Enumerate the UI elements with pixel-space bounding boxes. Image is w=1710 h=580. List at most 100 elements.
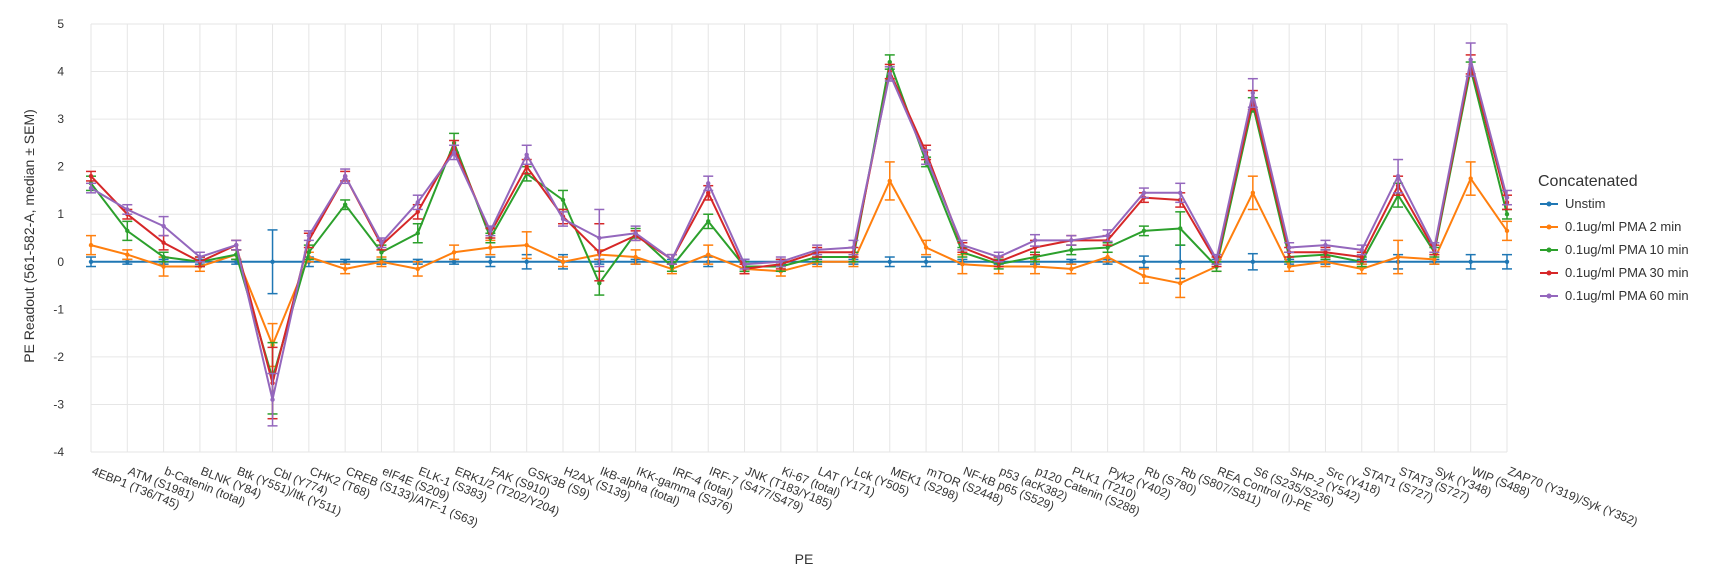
data-point: [125, 228, 130, 234]
data-point: [415, 200, 420, 205]
data-point: [1468, 259, 1473, 264]
series-line: [90, 177, 1508, 346]
data-point: [1141, 228, 1147, 234]
data-point: [415, 209, 420, 215]
y-tick-label: -3: [53, 397, 64, 411]
series-2: [86, 54, 1512, 415]
data-point: [960, 242, 965, 248]
data-point: [1395, 254, 1401, 260]
data-point: [125, 259, 130, 264]
data-point: [1286, 264, 1292, 269]
data-point: [706, 181, 711, 186]
data-point: [1432, 245, 1437, 250]
data-point: [234, 242, 239, 248]
gridlines: [90, 23, 1508, 453]
data-point: [161, 223, 166, 229]
x-axis-title: PE: [795, 551, 814, 567]
legend-marker: [1546, 201, 1552, 207]
data-point: [1178, 280, 1183, 286]
data-point: [342, 202, 348, 207]
y-tick-label: -2: [53, 350, 64, 364]
data-point: [1359, 266, 1364, 272]
data-point: [524, 259, 529, 264]
data-point: [706, 252, 711, 257]
data-point: [960, 261, 965, 267]
data-point: [1323, 259, 1328, 264]
data-point: [1468, 57, 1473, 62]
series-layer: [86, 42, 1512, 427]
data-point: [923, 245, 929, 250]
data-point: [451, 259, 457, 264]
data-point: [1178, 190, 1183, 196]
data-point: [88, 185, 94, 191]
data-point: [1141, 190, 1147, 196]
y-axis-ticks: -4 -3 -2 -1 0 1 2 3 4 5: [53, 17, 64, 459]
data-point: [161, 254, 166, 260]
data-point: [1069, 247, 1074, 253]
data-point: [996, 254, 1001, 260]
data-point: [125, 207, 130, 212]
data-point: [270, 397, 275, 402]
data-point: [669, 257, 675, 262]
data-point: [451, 250, 457, 255]
data-point: [379, 259, 384, 264]
data-point: [1504, 259, 1510, 264]
series-line: [90, 63, 1508, 384]
data-point: [88, 242, 94, 248]
data-point: [560, 216, 566, 222]
y-tick-label: 3: [57, 112, 64, 126]
data-point: [415, 231, 420, 236]
legend-label: 0.1ug/ml PMA 10 min: [1565, 242, 1689, 257]
data-point: [524, 164, 529, 169]
data-point: [161, 240, 166, 245]
data-point: [197, 254, 203, 260]
y-tick-label: 2: [57, 160, 64, 174]
data-point: [379, 250, 384, 255]
data-point: [887, 71, 892, 77]
legend-item: 0.1ug/ml PMA 2 min: [1540, 219, 1681, 234]
y-tick-label: -4: [53, 445, 64, 459]
legend-marker: [1546, 293, 1552, 299]
legend-label: 0.1ug/ml PMA 60 min: [1565, 288, 1689, 303]
data-point: [488, 228, 493, 234]
data-point: [1504, 212, 1510, 217]
data-point: [1504, 195, 1510, 200]
data-point: [1359, 254, 1364, 260]
data-point: [88, 173, 94, 179]
data-point: [1141, 259, 1147, 264]
data-point: [342, 259, 348, 264]
data-point: [1069, 259, 1074, 264]
series-1: [86, 161, 1512, 368]
data-point: [1395, 173, 1401, 179]
data-point: [597, 280, 602, 286]
data-point: [851, 245, 856, 250]
data-point: [524, 242, 529, 248]
legend-item: Unstim: [1540, 196, 1605, 211]
y-tick-label: 0: [57, 255, 64, 269]
data-point: [1032, 254, 1038, 260]
legend-item: 0.1ug/ml PMA 10 min: [1540, 242, 1689, 257]
data-point: [161, 264, 166, 269]
data-point: [1032, 238, 1038, 243]
data-point: [125, 252, 130, 257]
data-point: [1250, 90, 1256, 96]
data-point: [1178, 226, 1183, 231]
y-tick-label: 5: [57, 17, 64, 31]
series-line: [90, 61, 1508, 380]
data-point: [633, 254, 638, 260]
legend-items: Unstim 0.1ug/ml PMA 2 min 0.1ug/ml PMA 10 …: [1540, 196, 1689, 303]
legend-label: 0.1ug/ml PMA 30 min: [1565, 265, 1689, 280]
data-point: [1178, 259, 1183, 264]
data-point: [1468, 176, 1473, 181]
data-point: [1105, 254, 1110, 260]
data-point: [706, 190, 711, 196]
data-point: [270, 259, 275, 264]
data-point: [1141, 273, 1147, 279]
data-point: [742, 261, 747, 267]
legend-marker: [1546, 270, 1552, 276]
legend-title: Concatenated: [1538, 173, 1638, 190]
series-line: [90, 58, 1508, 401]
data-point: [1105, 233, 1110, 238]
data-point: [415, 266, 420, 272]
